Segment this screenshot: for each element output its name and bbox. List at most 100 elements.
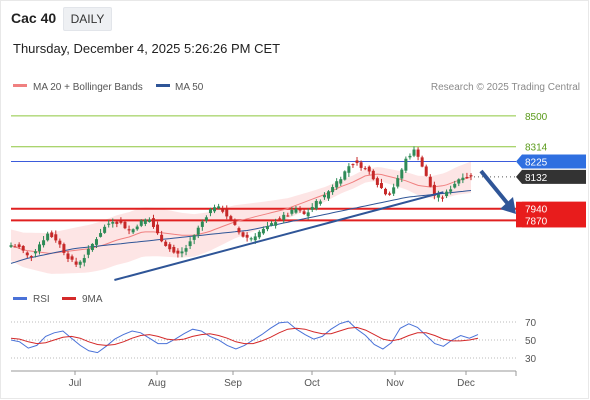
rsi-line <box>10 320 479 354</box>
candle-body <box>143 219 147 224</box>
candle-body <box>9 245 13 247</box>
candle-body <box>465 176 469 178</box>
x-tick-label-Dec: Dec <box>457 378 475 389</box>
candle-body <box>208 209 212 214</box>
bollinger-band-layer <box>11 161 471 274</box>
candle-body <box>58 240 62 245</box>
candle-body <box>343 171 347 180</box>
candle-body <box>17 244 21 248</box>
candle-body <box>188 241 192 247</box>
candle-body <box>469 175 473 177</box>
candle-body <box>135 226 139 230</box>
rsi-panel: 70 50 30 <box>10 318 537 365</box>
candle-body <box>363 168 367 170</box>
candle-body <box>286 215 290 217</box>
candle-body <box>237 228 241 233</box>
candle-body <box>322 195 326 198</box>
candle-body <box>408 155 412 158</box>
candle-body <box>107 223 111 225</box>
price-legend: MA 20 + Bollinger Bands MA 50 Research ©… <box>13 82 580 93</box>
candle-body <box>33 251 37 254</box>
ma50-line <box>10 190 472 264</box>
candle-body <box>379 183 383 189</box>
candle-body <box>103 226 107 233</box>
forecast-arrow-shaft <box>479 169 510 206</box>
candle-body <box>13 246 17 248</box>
candle-body <box>42 240 46 246</box>
rsi-legend-label: RSI <box>33 294 50 305</box>
candle-body <box>99 233 103 237</box>
candle-body <box>306 212 310 217</box>
candle-body <box>302 211 306 214</box>
candle-body <box>25 252 29 256</box>
forecast-arrow-head <box>500 197 516 214</box>
candle-body <box>294 208 298 213</box>
candle-body <box>424 166 428 176</box>
candle-body <box>94 239 98 245</box>
ma50-legend-label: MA 50 <box>175 82 204 93</box>
candle-body <box>314 200 318 209</box>
candle-body <box>270 223 274 226</box>
candle-body <box>90 243 94 251</box>
candle-body <box>278 218 282 220</box>
candle-body <box>217 206 221 209</box>
rsi-tick-70: 70 <box>525 318 537 329</box>
x-tick-label-Aug: Aug <box>148 378 166 389</box>
candle-body <box>245 234 249 238</box>
candle-body <box>70 256 74 260</box>
candle-body <box>66 253 70 259</box>
chart-datetime: Thursday, December 4, 2025 5:26:26 PM CE… <box>13 41 281 56</box>
candle-body <box>54 234 58 241</box>
moving-average-layer <box>10 173 472 264</box>
candle-body <box>257 231 261 238</box>
candle-body <box>241 232 245 237</box>
ma20-legend-swatch <box>13 84 27 87</box>
candle-body <box>335 181 339 188</box>
candle-body <box>180 251 184 254</box>
ma9-legend-label: 9MA <box>82 294 103 305</box>
x-tick-label-Nov: Nov <box>386 378 404 389</box>
candle-body <box>21 246 25 251</box>
x-tick-label-Sep: Sep <box>224 378 242 389</box>
rsi-tick-50: 50 <box>525 336 537 347</box>
x-tick-label-Jul: Jul <box>69 378 82 389</box>
candle-body <box>265 226 269 230</box>
candle-body <box>367 166 371 172</box>
candle-body <box>111 222 115 224</box>
rsi-legend-swatch <box>13 297 27 300</box>
candle-body <box>168 244 172 250</box>
support-trendline <box>114 191 444 281</box>
level-badge-7940 <box>516 201 586 216</box>
candle-body <box>50 232 54 238</box>
timeframe-button[interactable]: DAILY <box>63 7 112 31</box>
candle-body <box>384 188 388 195</box>
candle-body <box>62 244 66 253</box>
ma20-line <box>10 173 472 254</box>
candle-body <box>160 234 164 242</box>
symbol-title: Cac 40 <box>11 10 57 26</box>
x-axis: Jul Aug Sep Oct Nov Dec <box>11 370 517 389</box>
bollinger-band <box>11 161 471 274</box>
candle-body <box>119 221 123 223</box>
level-badge-8132 <box>516 169 586 184</box>
candle-body <box>355 160 359 163</box>
candle-body <box>229 216 233 220</box>
candles-layer <box>9 146 473 269</box>
candle-body <box>74 261 78 265</box>
ma20-legend-label: MA 20 + Bollinger Bands <box>33 82 143 93</box>
candle-body <box>184 248 188 252</box>
candle-body <box>351 164 355 166</box>
candle-body <box>221 208 225 212</box>
ma9-legend-swatch <box>62 297 76 300</box>
rsi-tick-30: 30 <box>525 354 537 365</box>
candle-body <box>192 235 196 240</box>
candle-body <box>151 218 155 227</box>
candle-body <box>375 178 379 185</box>
ma50-legend-swatch <box>156 84 170 87</box>
candle-body <box>457 179 461 184</box>
x-tick-label-Oct: Oct <box>304 378 320 389</box>
level-badge-8225 <box>516 154 586 169</box>
candle-body <box>37 244 41 252</box>
trendline-layer <box>114 169 516 281</box>
candle-body <box>131 229 135 233</box>
